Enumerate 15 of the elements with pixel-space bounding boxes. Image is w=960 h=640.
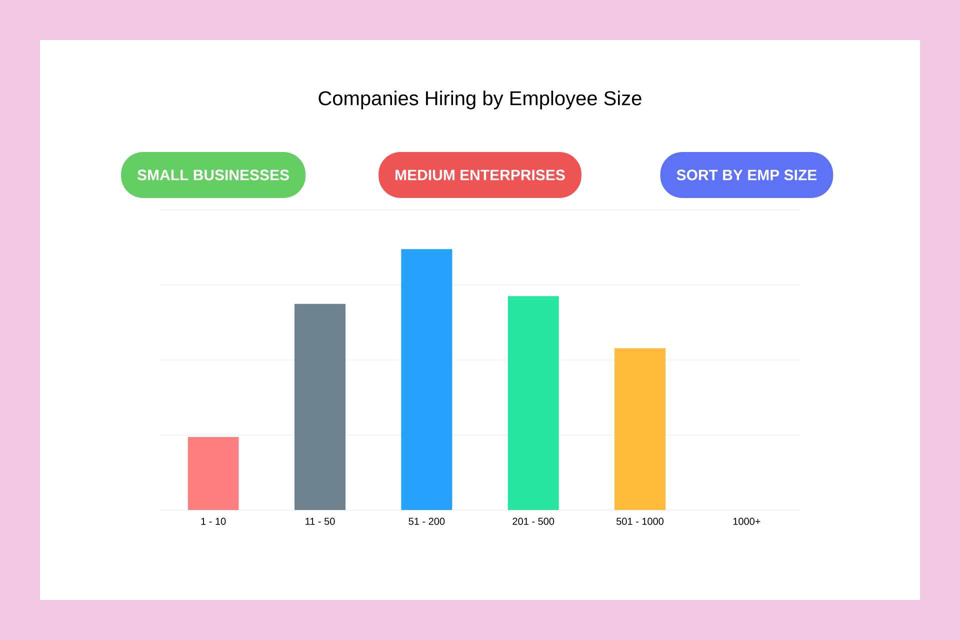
x-tick-label: 1000+ (733, 518, 760, 525)
bar (508, 296, 559, 510)
x-tick-label: 201 - 500 (512, 518, 554, 525)
bar (614, 348, 666, 510)
x-tick-label: 1 - 10 (201, 518, 226, 525)
bar (401, 249, 452, 510)
text: MEDIUM ENTERPRISES (396, 170, 565, 180)
x-tick-label: 501 - 1000 (616, 518, 664, 525)
x-tick-label: 51 - 200 (408, 518, 445, 525)
text: SMALL BUSINESSES (137, 170, 289, 180)
text: SORT BY EMP SIZE (676, 170, 817, 180)
bar (188, 436, 239, 510)
bar (294, 304, 346, 510)
chart-title: Companies Hiring by Employee Size (318, 90, 642, 110)
x-tick-label: 11 - 50 (306, 518, 335, 525)
